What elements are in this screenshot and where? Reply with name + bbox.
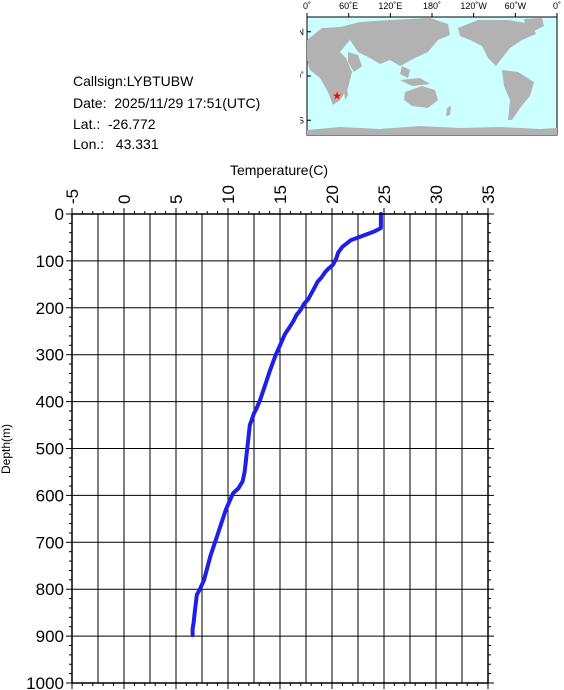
y-tick-label: 1000	[26, 674, 64, 690]
latitude-text: Lat.: -26.772	[73, 116, 156, 132]
map-lon-label: 60˚W	[505, 1, 527, 11]
land-japan	[421, 38, 427, 50]
x-tick-label: -5	[63, 189, 82, 204]
land-arabia	[348, 52, 362, 72]
y-tick-label: 500	[36, 440, 64, 459]
map-marker-star: ★	[332, 90, 342, 103]
y-tick-label: 400	[36, 393, 64, 412]
x-tick-label: 5	[167, 195, 186, 204]
land-southeast-asia	[400, 66, 410, 78]
land-greenland	[524, 18, 544, 32]
callsign-text: Callsign:LYBTUBW	[73, 73, 194, 89]
map-lon-label: 0˚	[303, 1, 311, 11]
y-tick-label: 100	[36, 252, 64, 271]
map-lon-label: 120˚E	[378, 1, 402, 11]
longitude-text: Lon.: 43.331	[73, 136, 159, 152]
y-tick-label: 600	[36, 486, 64, 505]
y-tick-label: 900	[36, 627, 64, 646]
chart-xlabel: Temperature(C)	[230, 162, 328, 178]
land-south-america	[502, 70, 534, 120]
land-madagascar	[344, 88, 348, 100]
land-new-zealand	[446, 106, 451, 116]
temperature-profile-line	[190, 212, 383, 638]
map-lon-label: 180˚	[423, 1, 441, 11]
land-europe-africa	[307, 27, 352, 105]
x-tick-label: 15	[271, 185, 290, 204]
land-australia	[404, 86, 438, 108]
land-antarctica	[307, 126, 557, 135]
y-tick-label: 0	[55, 205, 64, 224]
map-lat-label: 60˚N	[300, 27, 304, 37]
y-tick-label: 300	[36, 346, 64, 365]
x-tick-label: 10	[219, 185, 238, 204]
map-lon-label: 120˚W	[460, 1, 487, 11]
x-tick-label: 0	[115, 195, 134, 204]
y-tick-label: 800	[36, 580, 64, 599]
x-tick-label: 30	[427, 185, 446, 204]
world-map: ★ 0˚ 60˚E 120˚E 180˚ 120˚W 60˚W 0˚ 60˚N 0˚ 60˚S	[300, 1, 561, 136]
x-tick-label: 35	[479, 185, 498, 204]
chart-tick-labels: -5 0 5 10 15 20 25 30 35010020030040050060070080…	[26, 185, 498, 690]
map-land	[307, 18, 557, 135]
chart-ylabel: Depth(m)	[0, 424, 13, 474]
x-tick-label: 25	[375, 185, 394, 204]
land-north-america	[458, 20, 536, 66]
land-asia	[340, 18, 450, 66]
plot-frame	[71, 213, 489, 684]
chart-grid	[71, 213, 489, 684]
chart-ticks	[66, 208, 494, 689]
y-tick-label: 200	[36, 299, 64, 318]
date-text: Date: 2025/11/29 17:51(UTC)	[73, 95, 261, 111]
x-tick-label: 20	[323, 185, 342, 204]
map-lat-label: 60˚S	[300, 115, 304, 125]
map-lon-label: 0˚	[553, 1, 561, 11]
land-indonesia	[400, 78, 430, 86]
map-lon-label: 60˚E	[339, 1, 358, 11]
y-tick-label: 700	[36, 533, 64, 552]
map-lat-label: 0˚	[300, 71, 304, 81]
